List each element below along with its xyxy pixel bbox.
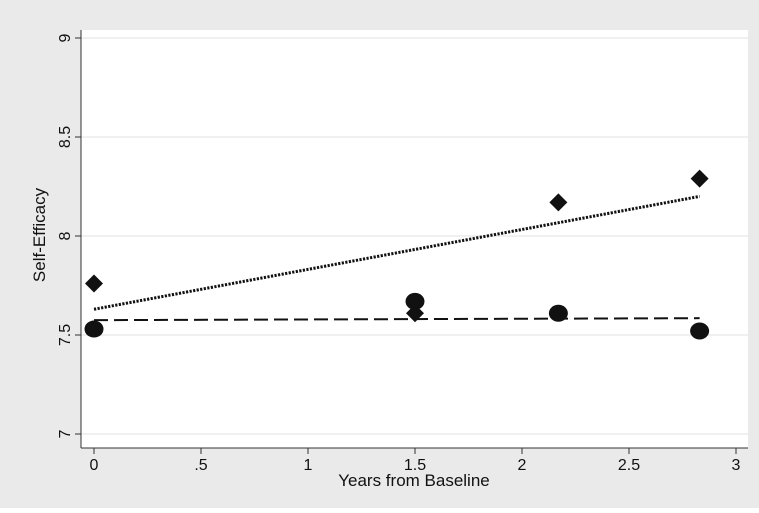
fit-line-dashed: [93, 317, 700, 322]
circle-marker: [690, 322, 710, 340]
data-markers: [84, 169, 710, 340]
y-tick-label: 8.5: [57, 126, 74, 148]
fit-lines: [93, 194, 700, 322]
plot-area: [81, 30, 748, 448]
circle-marker: [405, 292, 425, 310]
x-tick-label: .5: [194, 457, 207, 474]
y-axis-label: Self-Efficacy: [30, 187, 49, 282]
x-axis-label: Years from Baseline: [338, 471, 490, 490]
y-tick-label: 9: [57, 33, 74, 42]
x-tick-label: 1.5: [404, 457, 426, 474]
diamond-marker: [690, 169, 709, 188]
x-tick-label: 2.5: [618, 457, 640, 474]
circle-marker: [84, 320, 104, 338]
fit-line-dotted: [93, 194, 700, 311]
grid-lines: [81, 37, 748, 435]
diamond-marker: [85, 274, 103, 293]
x-tick-label: 3: [732, 457, 741, 474]
diamond-marker: [549, 193, 568, 212]
y-tick-label: 7: [57, 429, 74, 438]
tick-marks: [75, 37, 737, 454]
y-tick-label: 8: [57, 231, 74, 240]
tick-labels: 7 7.5 8 8.5 9 0 .5 1 1.5 2 2.5 3: [57, 33, 741, 474]
x-tick-label: 0: [90, 457, 99, 474]
y-tick-label: 7.5: [57, 324, 74, 346]
circle-marker: [548, 304, 568, 322]
x-tick-label: 1: [304, 457, 313, 474]
x-tick-label: 2: [518, 457, 527, 474]
